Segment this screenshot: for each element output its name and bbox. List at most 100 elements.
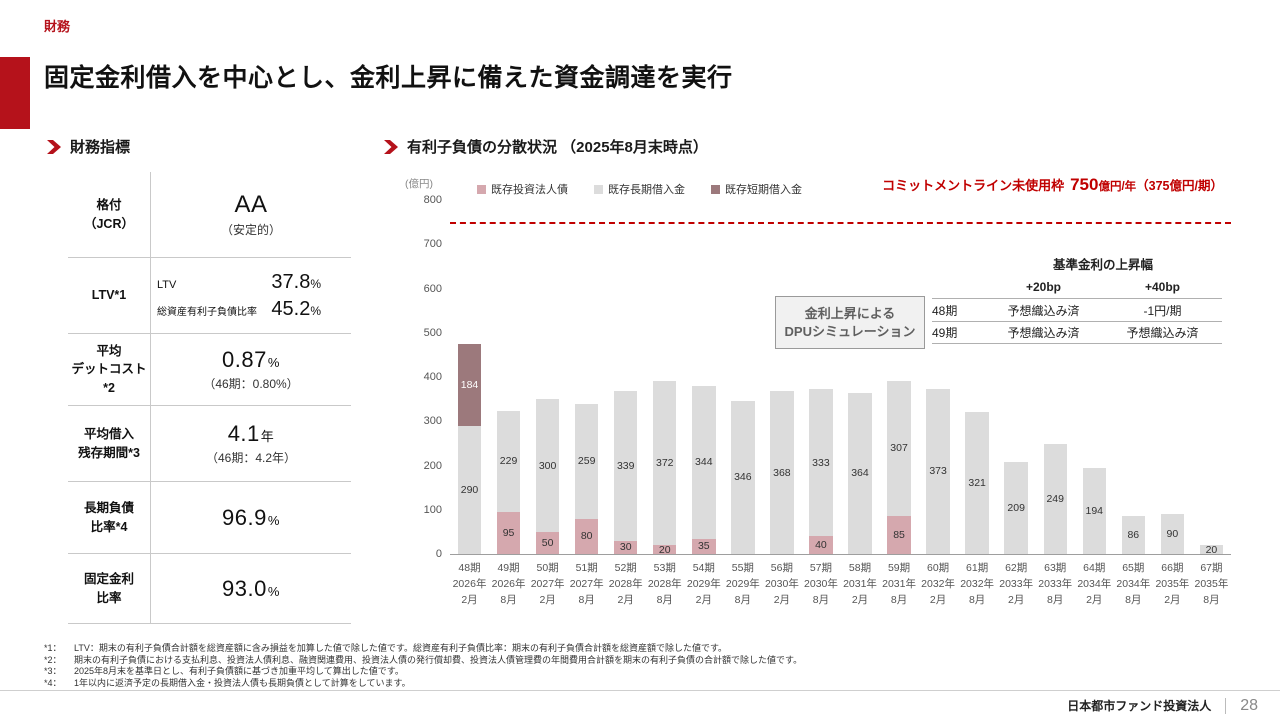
- footer-company: 日本都市ファンド投資法人: [1067, 699, 1212, 713]
- x-tick-label: 60期 2032年 2月: [921, 562, 956, 606]
- chevron-icon: [383, 139, 399, 155]
- bar-segment: 333: [809, 388, 833, 537]
- bar-column: 90: [1153, 200, 1192, 554]
- rate-impact-table: 基準金利の上昇幅 +20bp +40bp 48期 予想織込み済 -1円/期 49…: [932, 252, 1222, 344]
- x-tick-label: 49期 2026年 8月: [491, 562, 526, 606]
- section-eyebrow: 財務: [44, 19, 71, 34]
- indicator-row-maturity: 平均借入 残存期間*3 4.1年 （46期：4.2年）: [68, 406, 351, 482]
- indicator-label-debt-cost: 平均 デットコスト*2: [68, 334, 151, 405]
- rate-table-row-48: 48期 予想織込み済 -1円/期: [932, 298, 1222, 321]
- bar-value-label: 229: [499, 455, 518, 468]
- bar-column: 339 30: [606, 200, 645, 554]
- legend-label: 既存長期借入金: [608, 184, 685, 196]
- rate-table-row-49: 49期 予想織込み済 予想織込み済: [932, 321, 1222, 344]
- title-accent-bar: [0, 57, 30, 129]
- bar-value-label: 368: [773, 466, 791, 479]
- rate-table-header-row: 基準金利の上昇幅: [932, 252, 1222, 275]
- bar-segment: 307: [887, 380, 911, 517]
- commitment-label: コミットメントライン未使用枠: [882, 178, 1065, 193]
- x-tick-label: 53期 2028年 8月: [647, 562, 682, 606]
- bar-value-label: 80: [580, 530, 593, 543]
- rate-table-cell: 予想織込み済: [1007, 303, 1080, 318]
- bar-segment: 86: [1121, 515, 1146, 554]
- commitment-value: 750: [1070, 175, 1099, 194]
- legend-swatch: [477, 184, 486, 194]
- legend-item: 既存投資法人債: [477, 181, 568, 197]
- bar-column: 344 35: [684, 200, 723, 554]
- bar-segment: 50: [535, 531, 560, 554]
- debt-heading-label: 有利子負債の分散状況 （2025年8月末時点）: [407, 139, 708, 156]
- ltv-name: LTV: [157, 278, 177, 291]
- bar-segment: 95: [496, 511, 521, 554]
- total-asset-ltv-line: 総資産有利子負債比率 45.2%: [151, 296, 351, 323]
- bar-column: 194: [1075, 200, 1114, 554]
- legend-label: 既存投資法人債: [491, 184, 568, 196]
- footnote-marker: *4：: [44, 678, 62, 689]
- bar-value-label: 95: [502, 526, 515, 539]
- footnote: *4： 1年以内に返済予定の長期借入金・投資法人債も長期負債として計算をしています…: [44, 678, 1234, 690]
- bar-segment: 368: [770, 391, 794, 554]
- bar-value-label: 339: [616, 459, 635, 472]
- bar-column: 249: [1036, 200, 1075, 554]
- indicators-heading: 財務指標: [46, 136, 130, 157]
- bar-column: 368: [762, 200, 801, 554]
- bar-segment: 344: [692, 386, 716, 539]
- bar-value-label: 20: [658, 543, 671, 556]
- bar-value-label: 90: [1166, 528, 1179, 541]
- maturity-prev: （46期：4.2年）: [205, 451, 297, 465]
- rate-table-cell: 予想織込み済: [1007, 326, 1080, 340]
- x-tick-label: 50期 2027年 2月: [530, 562, 565, 606]
- y-tick-label: 100: [423, 503, 442, 516]
- chevron-icon: [46, 139, 62, 155]
- rate-table-cell: 予想織込み済: [1126, 326, 1199, 340]
- bar-segment: 339: [614, 390, 638, 541]
- rating-value: AA: [234, 191, 268, 218]
- bar-segment: 229: [496, 410, 521, 512]
- rate-table-columns-row: +20bp +40bp: [932, 275, 1222, 298]
- bar-segment: 364: [848, 392, 872, 554]
- indicator-label-maturity: 平均借入 残存期間*3: [68, 406, 151, 481]
- bar-segment: 20: [653, 543, 677, 556]
- x-tick-label: 63期 2033年 8月: [1038, 562, 1073, 606]
- indicator-row-debt-cost: 平均 デットコスト*2 0.87% （46期：0.80%）: [68, 334, 351, 406]
- commitment-dashed-line: [450, 222, 1231, 225]
- ltv-line: LTV 37.8%: [151, 269, 351, 296]
- plot-area: 0 100 200 300 400 500 600 700 800 184 290 229 95 300…: [424, 194, 1231, 560]
- indicator-row-long-term-ratio: 長期負債 比率*4 96.9%: [68, 482, 351, 554]
- y-tick-label: 0: [435, 548, 442, 560]
- bar-value-label: 209: [1007, 501, 1025, 514]
- bar-column: 20: [1192, 200, 1231, 556]
- x-tick-label: 62期 2033年 2月: [999, 562, 1034, 606]
- bar-value-label: 372: [655, 456, 674, 469]
- bar-segment: 290: [457, 425, 482, 554]
- y-tick-label: 400: [423, 371, 442, 383]
- bar-segment: 209: [1004, 461, 1028, 554]
- footnote-marker: *3：: [44, 666, 62, 677]
- rate-table-col-40bp: +40bp: [1144, 279, 1180, 294]
- bar-segment: 321: [965, 411, 989, 554]
- x-tick-label: 55期 2029年 8月: [725, 562, 760, 606]
- axis-unit-label: (億円): [405, 178, 433, 190]
- bar-segment: 300: [535, 399, 560, 532]
- debt-cost-prev: （46期：0.80%）: [203, 377, 299, 391]
- rate-table-period: 49期: [932, 326, 958, 340]
- legend-swatch: [711, 184, 720, 194]
- bar-column: 321: [958, 200, 997, 554]
- footer-divider: [1225, 697, 1227, 714]
- footnote: *1： LTV：期末の有利子負債合計額を総資産額に含み損益を加算した値で除した値で…: [44, 643, 1234, 655]
- bar-column: 184 290: [450, 200, 489, 554]
- commitment-line-note: コミットメントライン未使用枠 750億円/年（375億円/期）: [882, 175, 1223, 195]
- page-number: 28: [1240, 696, 1258, 714]
- x-tick-label: 61期 2032年 8月: [960, 562, 995, 606]
- bar-value-label: 321: [968, 476, 986, 489]
- legend-item: 既存短期借入金: [711, 181, 802, 197]
- bar-column: 86: [1114, 200, 1153, 554]
- footnote: *2： 期末の有利子負債における支払利息、投資法人債利息、融資関連費用、投資法人債…: [44, 655, 1234, 667]
- y-tick-label: 200: [423, 459, 442, 472]
- bar-value-label: 290: [460, 483, 479, 496]
- y-tick-label: 800: [423, 194, 442, 206]
- indicator-row-ltv: LTV*1 LTV 37.8% 総資産有利子負債比率 45.2%: [68, 258, 351, 334]
- y-tick-label: 700: [423, 238, 442, 251]
- bar-segment: 194: [1082, 468, 1106, 554]
- debt-cost-value: 0.87%: [222, 347, 280, 372]
